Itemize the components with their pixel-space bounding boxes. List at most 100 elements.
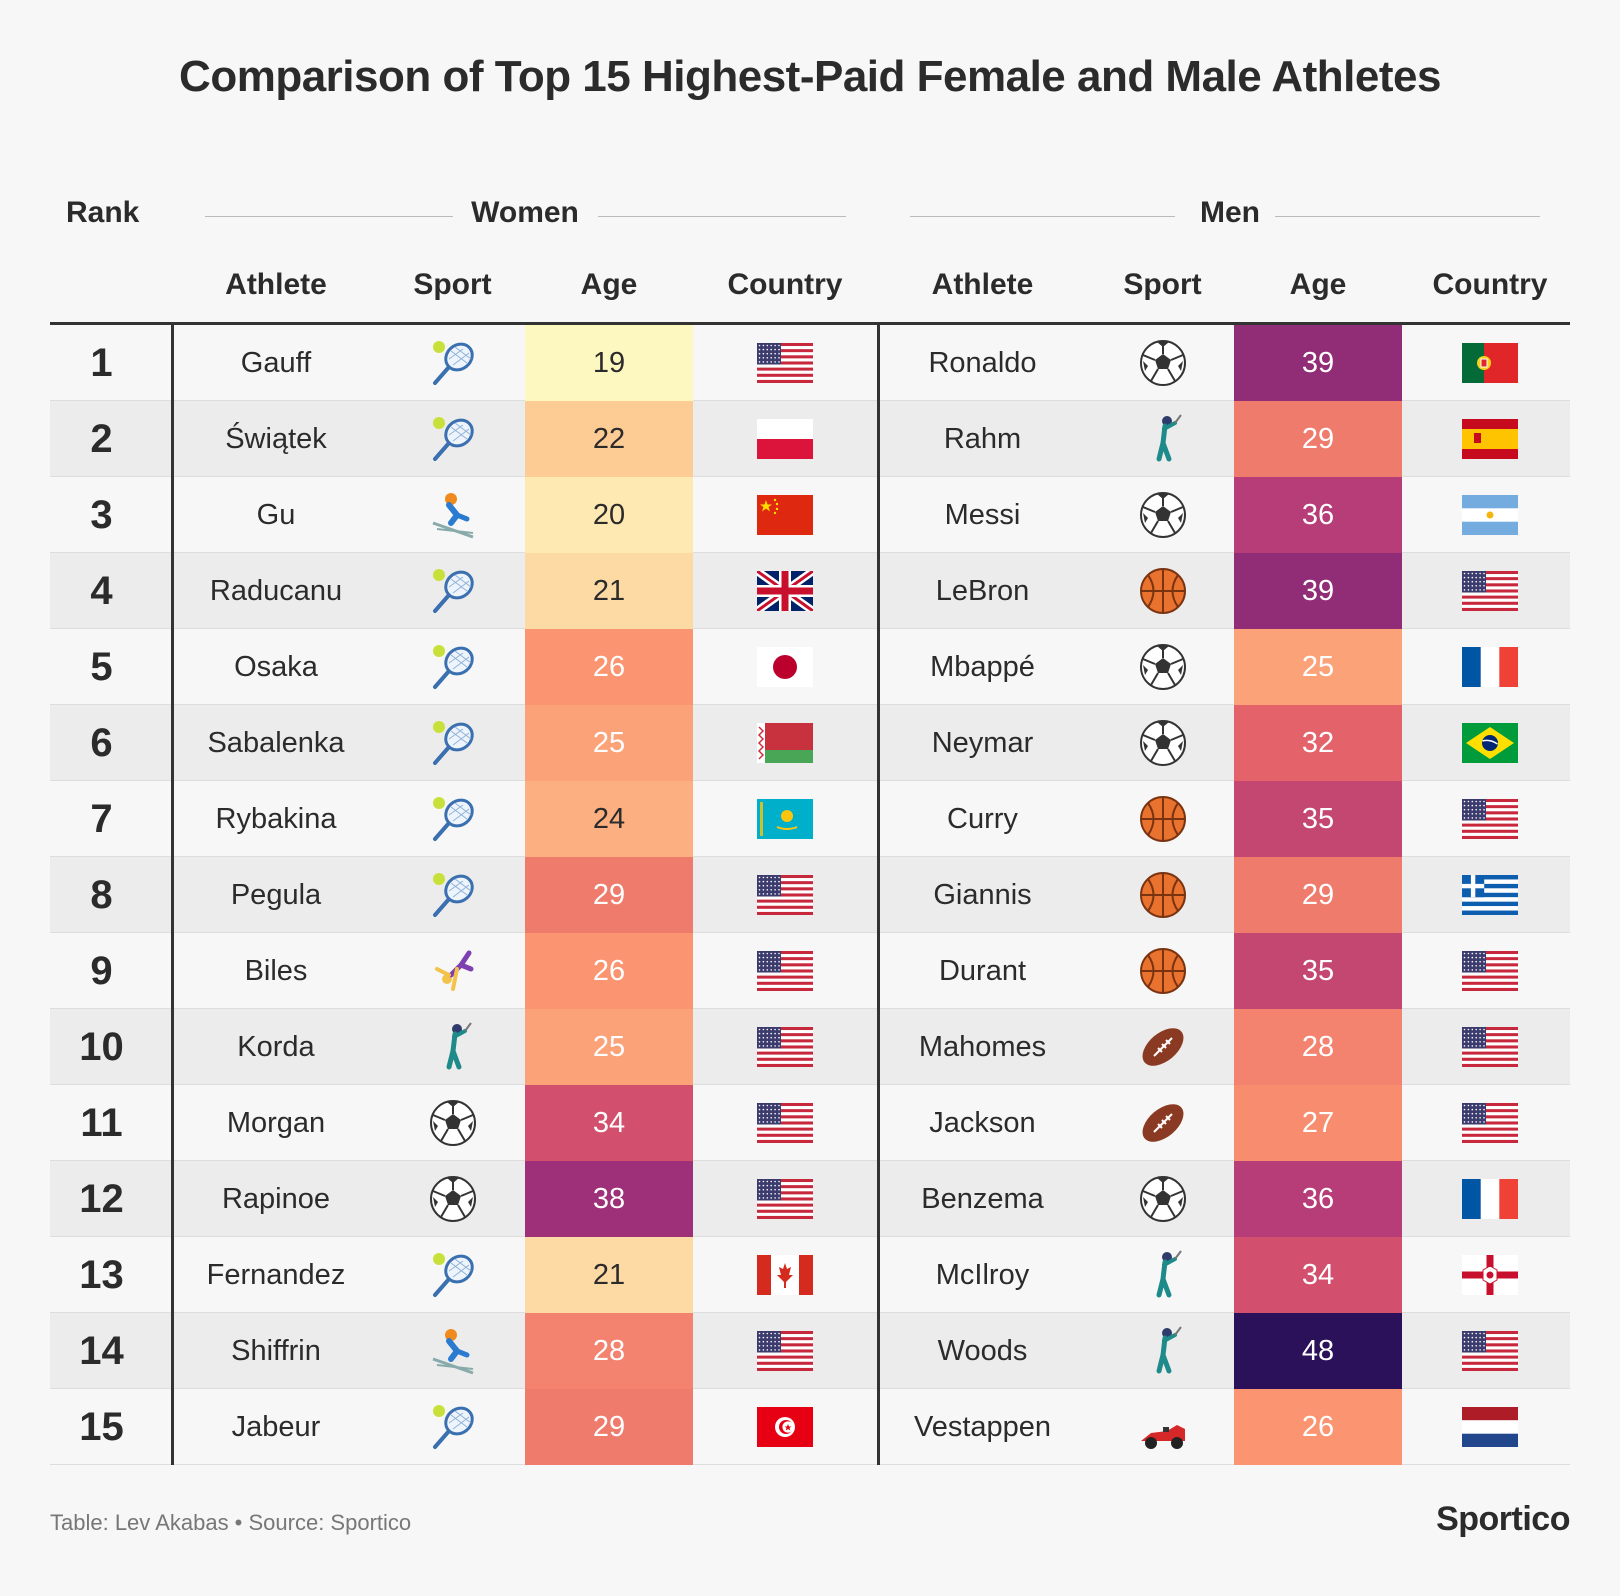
men-age-cell: 27 <box>1234 1085 1402 1161</box>
women-sport-tennis-icon <box>390 781 515 857</box>
football-icon <box>1142 1028 1183 1066</box>
rank-cell: 3 <box>90 492 113 537</box>
row-separator <box>50 552 1570 553</box>
table-row: 11 Morgan 34 Jackson 27 <box>50 1085 1570 1161</box>
skiing-icon <box>432 493 473 539</box>
men-athlete-name: Vestappen <box>913 1410 1052 1443</box>
women-athlete-name: Korda <box>237 1030 315 1063</box>
table-row: 3 Gu 20 Messi 36 <box>50 477 1570 553</box>
basketball-icon <box>1139 872 1186 918</box>
men-country-flag <box>1410 325 1570 401</box>
france-flag-icon <box>1462 1179 1518 1219</box>
men-athlete-name: Ronaldo <box>928 346 1037 379</box>
tennis-icon <box>432 417 474 461</box>
men-athlete-header: Athlete <box>931 268 1034 301</box>
table-row: 10 Korda 25 Mahomes 28 <box>50 1009 1570 1085</box>
men-athlete-name: Mbappé <box>930 650 1035 683</box>
tennis-icon <box>432 1253 474 1297</box>
source-credit: Table: Lev Akabas • Source: Sportico <box>50 1510 412 1535</box>
men-sport-golf-icon <box>1100 401 1225 477</box>
men-athlete-name: Woods <box>937 1334 1028 1367</box>
us-flag-icon <box>757 1179 813 1219</box>
rank-cell: 4 <box>90 568 113 613</box>
men-sport-racing-icon <box>1100 1389 1225 1465</box>
men-group-header: Men <box>1200 196 1260 229</box>
tennis-icon <box>432 797 474 841</box>
golf-icon <box>1156 414 1182 462</box>
men-country-flag <box>1410 933 1570 1009</box>
women-sport-tennis-icon <box>390 1237 515 1313</box>
portugal-flag-icon <box>1462 343 1518 383</box>
women-sport-soccer-icon <box>390 1161 515 1237</box>
women-athlete-name: Raducanu <box>209 574 343 607</box>
tennis-icon <box>432 721 474 765</box>
men-country-flag <box>1410 1161 1570 1237</box>
table-row: 15 Jabeur 29 Vestappen 26 <box>50 1389 1570 1465</box>
us-flag-icon <box>1462 951 1518 991</box>
men-sport-golf-icon <box>1100 1313 1225 1389</box>
rank-cell: 14 <box>79 1328 124 1373</box>
table-row: 4 Raducanu 21 LeBron 39 <box>50 553 1570 629</box>
brazil-flag-icon <box>1462 723 1518 763</box>
women-athlete-name: Shiffrin <box>231 1334 321 1367</box>
us-flag-icon <box>757 1331 813 1371</box>
argentina-flag-icon <box>1462 495 1518 535</box>
women-country-flag <box>700 933 870 1009</box>
women-country-flag <box>700 1009 870 1085</box>
table-row: 6 Sabalenka 25 Neymar 32 <box>50 705 1570 781</box>
header-rule <box>50 322 1570 325</box>
men-age-cell: 28 <box>1234 1009 1402 1085</box>
men-sport-soccer-icon <box>1100 325 1225 401</box>
football-icon <box>1142 1104 1183 1142</box>
tennis-icon <box>432 873 474 917</box>
table-row: 14 Shiffrin 28 Woods 48 <box>50 1313 1570 1389</box>
women-athlete-name: Gu <box>256 498 296 531</box>
rank-cell: 7 <box>90 796 113 841</box>
women-country-flag <box>700 325 870 401</box>
golf-icon <box>1156 1326 1182 1374</box>
women-sport-gymnastics-icon <box>390 933 515 1009</box>
men-athlete-name: Neymar <box>931 726 1034 759</box>
men-sport-basketball-icon <box>1100 857 1225 933</box>
men-country-header: Country <box>1432 268 1548 301</box>
women-age-cell: 19 <box>525 325 693 401</box>
women-country-flag <box>700 553 870 629</box>
golf-icon <box>446 1022 472 1070</box>
golf-icon <box>1156 1250 1182 1298</box>
tennis-icon <box>432 645 474 689</box>
men-sport-football-icon <box>1100 1009 1225 1085</box>
greece-flag-icon <box>1462 875 1518 915</box>
men-athlete-name: Giannis <box>933 878 1032 911</box>
men-country-flag <box>1410 477 1570 553</box>
row-separator <box>50 628 1570 629</box>
rank-cell: 1 <box>90 340 113 385</box>
women-age-cell: 21 <box>525 1237 693 1313</box>
men-age-cell: 25 <box>1234 629 1402 705</box>
tennis-icon <box>432 1405 474 1449</box>
men-sport-soccer-icon <box>1100 705 1225 781</box>
soccer-icon <box>1139 340 1186 386</box>
women-age-cell: 29 <box>525 1389 693 1465</box>
row-separator <box>50 476 1570 477</box>
row-separator <box>50 704 1570 705</box>
women-country-flag <box>700 705 870 781</box>
rank-cell: 2 <box>90 416 113 461</box>
rank-cell: 8 <box>90 872 113 917</box>
soccer-icon <box>1139 720 1186 766</box>
soccer-icon <box>1139 644 1186 690</box>
women-country-flag <box>700 401 870 477</box>
table-row: 12 Rapinoe 38 Benzema 36 <box>50 1161 1570 1237</box>
table-row: 13 Fernandez 21 McIlroy 34 <box>50 1237 1570 1313</box>
us-flag-icon <box>1462 1103 1518 1143</box>
netherlands-flag-icon <box>1462 1407 1518 1447</box>
men-country-flag <box>1410 629 1570 705</box>
women-country-flag <box>700 629 870 705</box>
table-row: 2 Świątek 22 Rahm 29 <box>50 401 1570 477</box>
basketball-icon <box>1139 948 1186 994</box>
women-athlete-name: Gauff <box>240 346 312 379</box>
men-age-cell: 39 <box>1234 325 1402 401</box>
women-men-divider <box>877 325 880 1465</box>
tunisia-flag-icon <box>757 1407 813 1447</box>
belarus-flag-icon <box>757 723 813 763</box>
men-age-cell: 36 <box>1234 477 1402 553</box>
